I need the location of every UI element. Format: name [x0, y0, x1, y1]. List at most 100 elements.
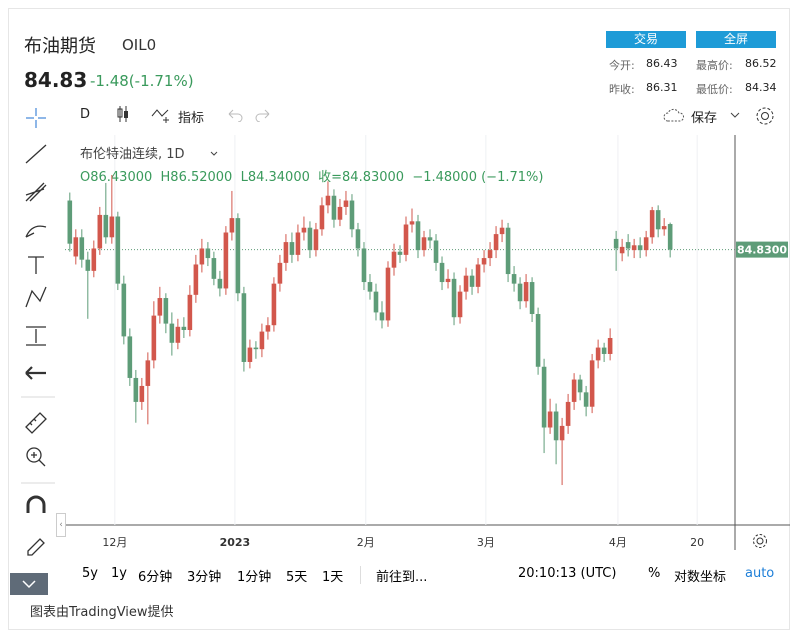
candle-body — [565, 401, 571, 426]
candle-body — [91, 248, 97, 271]
axis-settings[interactable] — [753, 534, 767, 548]
fullscreen-button[interactable]: 全屏 — [696, 31, 776, 48]
candle-body — [361, 248, 367, 283]
candle-body — [343, 200, 349, 207]
percent[interactable]: % — [648, 566, 661, 581]
candle-body — [661, 226, 667, 230]
candle-body — [241, 293, 247, 362]
fib-tool[interactable] — [25, 182, 47, 202]
candle-body — [109, 216, 115, 238]
candle-body — [127, 336, 133, 378]
stat-value: 86.43 — [646, 57, 678, 70]
candle-body — [559, 425, 565, 441]
candle-body — [613, 238, 619, 249]
scroll-button[interactable] — [10, 573, 48, 595]
range[interactable]: 3分钟 — [187, 570, 222, 585]
stat-label: 今开: — [609, 59, 635, 72]
stat-label: 最高价: — [696, 59, 733, 72]
candle-body — [163, 298, 169, 324]
candle-body — [379, 312, 385, 321]
candle-body — [313, 229, 319, 251]
candle-body — [649, 210, 655, 238]
candle-body — [211, 258, 217, 279]
magnet[interactable] — [26, 495, 46, 513]
candle-body — [403, 224, 409, 255]
range[interactable]: 1天 — [322, 570, 344, 585]
undo-redo[interactable] — [225, 106, 275, 122]
text-tool[interactable] — [28, 256, 44, 274]
candle-body — [169, 323, 175, 343]
legend-name: 布伦特油连续, 1D — [80, 146, 185, 162]
candle-body — [385, 267, 391, 321]
candle-body — [577, 379, 583, 393]
candle-body — [601, 347, 607, 354]
candle-body — [451, 278, 457, 318]
interval[interactable]: D — [80, 107, 91, 122]
candle-icon[interactable] — [115, 104, 135, 124]
crosshair[interactable] — [26, 108, 46, 128]
stat-label: 最低价: — [696, 83, 733, 96]
candle-body — [67, 200, 73, 244]
candle-body — [121, 283, 127, 337]
candle-body — [517, 283, 523, 302]
candle-body — [73, 237, 79, 257]
candle-body — [457, 291, 463, 318]
range[interactable]: 1y — [111, 566, 127, 581]
candle-body — [439, 262, 445, 283]
settings[interactable] — [754, 105, 776, 127]
back[interactable] — [25, 366, 46, 380]
candle-body — [259, 331, 265, 350]
goto[interactable]: 前往到... — [376, 570, 428, 585]
ruler[interactable] — [25, 412, 47, 434]
dropdown[interactable] — [728, 110, 742, 120]
candle-body — [541, 366, 547, 428]
legend-ohlc: O86.43000 H86.52000 L84.34000 收=84.83000… — [80, 170, 543, 185]
line-tool[interactable] — [25, 144, 47, 164]
legend-dropdown[interactable] — [210, 151, 218, 156]
candle-body — [487, 250, 493, 259]
range[interactable]: 6分钟 — [138, 570, 173, 585]
candle-body — [175, 326, 181, 343]
candle-body — [535, 314, 541, 367]
candle-body — [307, 227, 313, 251]
range[interactable]: 1分钟 — [237, 570, 272, 585]
candle-body — [529, 282, 535, 315]
measure-tool[interactable] — [26, 326, 46, 346]
candle-body — [205, 248, 211, 259]
candle-body — [667, 224, 673, 250]
range[interactable]: 5天 — [286, 570, 308, 585]
candle-body — [433, 240, 439, 263]
candle-body — [325, 195, 331, 206]
lock-draw[interactable] — [27, 538, 45, 556]
candle-body — [337, 206, 343, 220]
range[interactable]: 5y — [82, 566, 98, 581]
candle-body — [265, 325, 271, 332]
zoom[interactable] — [26, 447, 42, 463]
change: -1.48(-1.71%) — [90, 72, 194, 90]
candle-body — [145, 360, 151, 386]
candle-body — [511, 274, 517, 284]
candle-body — [631, 245, 637, 251]
candle-body — [595, 347, 601, 361]
chart: 布伦特油连续, 1D O86.43000 H86.52000 L84.34000… — [65, 135, 790, 550]
candle-body — [493, 234, 499, 251]
indicators[interactable]: 指标 — [178, 111, 205, 126]
trade-button[interactable]: 交易 — [606, 31, 686, 48]
log-scale[interactable]: 对数坐标 — [674, 570, 727, 585]
indicator-icon[interactable] — [150, 104, 174, 124]
candle-body — [349, 200, 355, 230]
x-tick-label: 2023 — [220, 536, 251, 549]
brush-tool[interactable] — [25, 225, 47, 238]
candle-body — [409, 221, 415, 225]
candle-body — [481, 258, 487, 265]
auto-scale[interactable]: auto — [745, 566, 775, 581]
candle-body — [367, 282, 373, 292]
candle-body — [643, 237, 649, 251]
candle-body — [655, 210, 661, 230]
pattern-tool[interactable] — [25, 286, 47, 308]
candle-body — [523, 282, 529, 302]
footer: 图表由TradingView提供 — [30, 605, 174, 620]
save[interactable]: 保存 — [691, 111, 718, 126]
collapse[interactable]: ‹ — [56, 513, 66, 537]
